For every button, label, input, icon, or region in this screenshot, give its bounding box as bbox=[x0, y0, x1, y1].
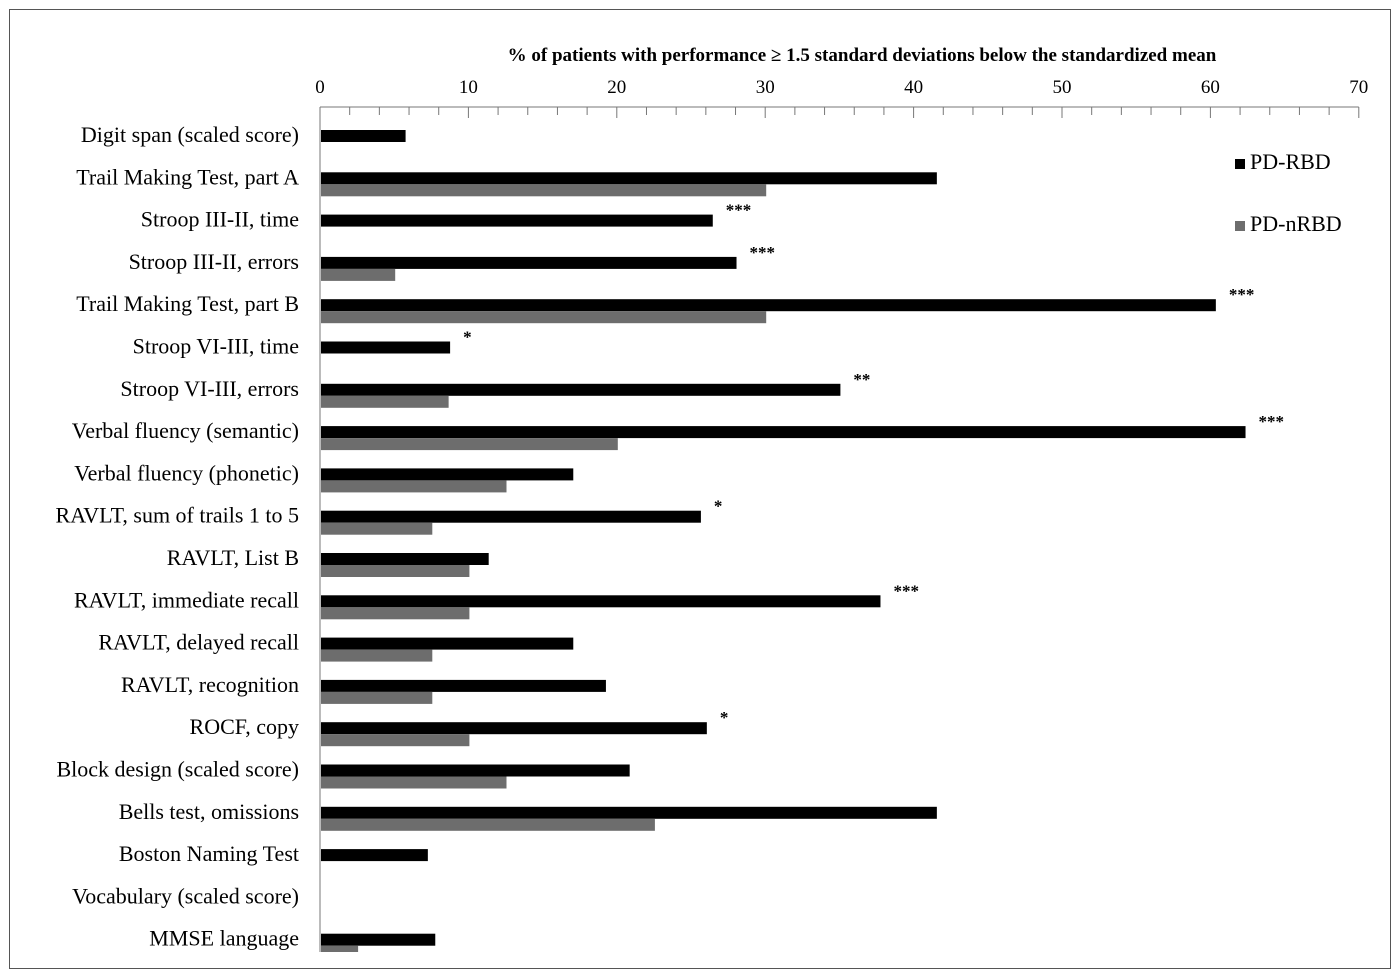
significance-marker: * bbox=[463, 328, 472, 347]
legend-swatch bbox=[1235, 221, 1245, 231]
bar-pd-nrbd bbox=[321, 395, 449, 408]
category-label: Digit span (scaled score) bbox=[81, 122, 299, 147]
significance-marker: ** bbox=[853, 370, 870, 389]
category-label: RAVLT, List B bbox=[167, 545, 299, 570]
category-label: Bells test, omissions bbox=[119, 799, 299, 824]
bar-pd-rbd bbox=[321, 722, 707, 735]
significance-annotations: ******************** bbox=[463, 201, 1284, 728]
legend-swatch bbox=[1235, 159, 1245, 169]
category-label: Verbal fluency (semantic) bbox=[72, 418, 299, 443]
bar-pd-nrbd bbox=[321, 607, 470, 620]
significance-marker: *** bbox=[1259, 412, 1285, 431]
legend-label: PD-RBD bbox=[1250, 149, 1331, 174]
bar-pd-nrbd bbox=[321, 438, 618, 451]
bar-pd-nrbd bbox=[321, 311, 767, 324]
x-tick-label: 10 bbox=[459, 77, 478, 98]
significance-marker: *** bbox=[726, 201, 752, 220]
bar-pd-rbd bbox=[321, 468, 574, 481]
bar-pd-nrbd bbox=[321, 734, 470, 747]
bar-pd-rbd bbox=[321, 383, 841, 396]
bar-pd-rbd bbox=[321, 214, 713, 227]
bar-pd-rbd bbox=[321, 637, 574, 650]
significance-marker: * bbox=[720, 708, 729, 727]
bar-pd-rbd bbox=[321, 510, 701, 523]
legend: PD-RBD PD-nRBD bbox=[1235, 149, 1342, 236]
category-label: MMSE language bbox=[149, 926, 299, 951]
bar-pd-rbd bbox=[321, 130, 406, 142]
category-labels: Digit span (scaled score) Trail Making Te… bbox=[56, 122, 300, 951]
bar-pd-rbd bbox=[321, 553, 489, 565]
bar-pd-nrbd bbox=[321, 649, 433, 662]
bars bbox=[321, 130, 1246, 952]
x-tick-label: 30 bbox=[756, 77, 775, 98]
bar-pd-nrbd bbox=[321, 565, 470, 577]
bar-pd-rbd bbox=[321, 806, 937, 819]
significance-marker: *** bbox=[893, 581, 919, 600]
category-label: Stroop III-II, time bbox=[141, 207, 299, 232]
bar-pd-rbd bbox=[321, 764, 630, 777]
category-label: ROCF, copy bbox=[190, 714, 299, 739]
bar-pd-nrbd bbox=[321, 522, 433, 535]
category-label: Trail Making Test, part B bbox=[76, 291, 299, 316]
chart-title: % of patients with performance ≥ 1.5 sta… bbox=[508, 45, 1217, 66]
x-axis: 0 10 20 30 40 50 60 70 bbox=[315, 77, 1368, 952]
bar-pd-rbd bbox=[321, 679, 606, 692]
significance-marker: *** bbox=[750, 243, 776, 262]
bar-pd-rbd bbox=[321, 426, 1246, 439]
category-label: Trail Making Test, part A bbox=[76, 164, 299, 189]
bar-pd-rbd bbox=[321, 299, 1216, 312]
category-label: RAVLT, recognition bbox=[121, 672, 299, 697]
bar-pd-rbd bbox=[321, 849, 428, 862]
category-label: Vocabulary (scaled score) bbox=[72, 883, 299, 908]
x-tick-label: 0 bbox=[315, 77, 325, 98]
significance-marker: *** bbox=[1229, 285, 1255, 304]
category-label: RAVLT, delayed recall bbox=[98, 630, 299, 655]
bar-pd-rbd bbox=[321, 341, 451, 354]
bar-pd-rbd bbox=[321, 172, 937, 185]
bar-pd-nrbd bbox=[321, 776, 507, 789]
chart-frame: % of patients with performance ≥ 1.5 sta… bbox=[9, 9, 1391, 969]
bar-chart: % of patients with performance ≥ 1.5 sta… bbox=[56, 45, 1368, 952]
bar-pd-nrbd bbox=[321, 268, 396, 281]
category-label: RAVLT, immediate recall bbox=[74, 587, 299, 612]
x-tick-label: 70 bbox=[1349, 77, 1368, 98]
bar-pd-nrbd bbox=[321, 184, 767, 197]
category-label: Boston Naming Test bbox=[119, 841, 299, 866]
category-label: Stroop VI-III, time bbox=[133, 334, 299, 359]
x-tick-label: 20 bbox=[607, 77, 626, 98]
bar-pd-rbd bbox=[321, 595, 881, 608]
category-label: Stroop III-II, errors bbox=[129, 249, 299, 274]
bar-pd-nrbd bbox=[321, 691, 433, 704]
x-tick-label: 40 bbox=[904, 77, 923, 98]
category-label: Block design (scaled score) bbox=[56, 757, 299, 782]
x-tick-label: 60 bbox=[1201, 77, 1220, 98]
legend-label: PD-nRBD bbox=[1250, 211, 1342, 236]
bar-pd-nrbd bbox=[321, 945, 359, 952]
bar-pd-rbd bbox=[321, 933, 436, 946]
bar-pd-nrbd bbox=[321, 818, 655, 831]
category-label: Verbal fluency (phonetic) bbox=[74, 460, 299, 485]
category-label: RAVLT, sum of trails 1 to 5 bbox=[56, 503, 299, 528]
x-tick-label: 50 bbox=[1053, 77, 1072, 98]
bar-pd-nrbd bbox=[321, 480, 507, 493]
category-label: Stroop VI-III, errors bbox=[120, 376, 299, 401]
significance-marker: * bbox=[714, 497, 723, 516]
bar-pd-rbd bbox=[321, 256, 737, 269]
